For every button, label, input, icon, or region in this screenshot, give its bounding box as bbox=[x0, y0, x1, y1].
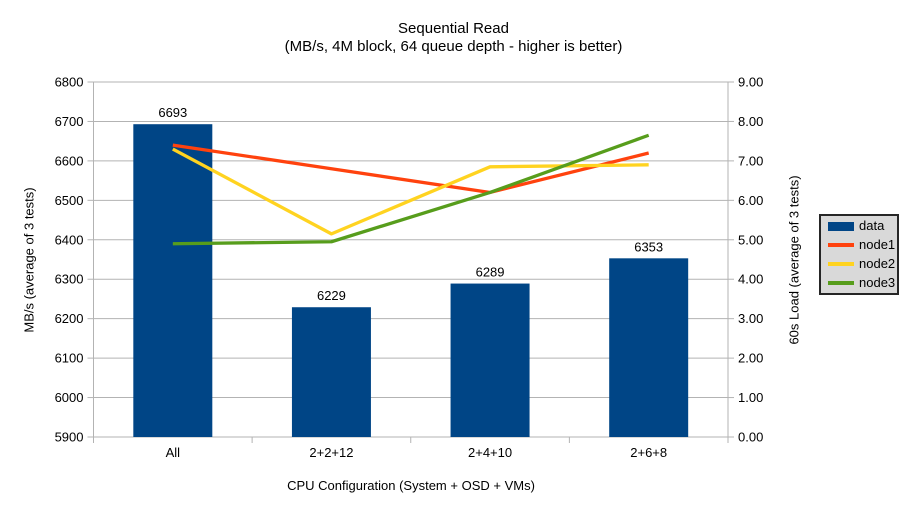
legend-label: node2 bbox=[859, 256, 896, 271]
legend-swatch-node2 bbox=[828, 262, 854, 266]
bar-value-label: 6229 bbox=[317, 288, 346, 303]
series-line-node3 bbox=[172, 133, 650, 246]
legend-item-node2: node2 bbox=[828, 257, 897, 271]
right-axis-tick-label: 5.00 bbox=[738, 232, 763, 247]
left-axis-tick-label: 6100 bbox=[55, 351, 84, 366]
bar-value-label: 6353 bbox=[634, 239, 663, 254]
right-axis-tick-label: 9.00 bbox=[738, 75, 763, 90]
legend-swatch-node1 bbox=[828, 243, 854, 247]
right-axis-tick-label: 4.00 bbox=[738, 272, 763, 287]
right-axis-tick-label: 7.00 bbox=[738, 153, 763, 168]
legend-swatch-node3 bbox=[828, 281, 854, 285]
category-label: 2+6+8 bbox=[630, 445, 667, 460]
legend-label: node3 bbox=[859, 275, 896, 290]
left-axis-tick-label: 6400 bbox=[55, 232, 84, 247]
legend-label: node1 bbox=[859, 237, 896, 252]
bar bbox=[609, 258, 689, 437]
chart-title: Sequential Read bbox=[398, 20, 509, 37]
bar-value-label: 6693 bbox=[158, 105, 187, 120]
series-line-node1 bbox=[172, 143, 650, 195]
chart-title-block: Sequential Read (MB/s, 4M block, 64 queu… bbox=[0, 20, 907, 56]
category-label: All bbox=[166, 445, 181, 460]
x-axis-title: CPU Configuration (System + OSD + VMs) bbox=[287, 478, 535, 493]
bar-value-label: 6289 bbox=[476, 265, 505, 280]
right-axis-tick-label: 8.00 bbox=[738, 114, 763, 129]
chart-subtitle: (MB/s, 4M block, 64 queue depth - higher… bbox=[284, 38, 623, 55]
left-axis-tick-label: 6700 bbox=[55, 114, 84, 129]
series-line-node2 bbox=[172, 147, 649, 236]
bar bbox=[291, 307, 371, 437]
right-axis-tick-label: 2.00 bbox=[738, 351, 763, 366]
category-label: 2+2+12 bbox=[309, 445, 353, 460]
category-label: 2+4+10 bbox=[468, 445, 512, 460]
legend-label: data bbox=[859, 218, 885, 233]
left-axis-tick-label: 6300 bbox=[55, 272, 84, 287]
left-axis-tick-label: 6200 bbox=[55, 311, 84, 326]
bar bbox=[133, 124, 213, 437]
right-axis-tick-label: 3.00 bbox=[738, 311, 763, 326]
legend-item-node1: node1 bbox=[828, 238, 897, 252]
left-axis-tick-label: 6600 bbox=[55, 153, 84, 168]
legend-item-node3: node3 bbox=[828, 276, 897, 290]
bar bbox=[450, 283, 530, 437]
left-axis-tick-label: 6500 bbox=[55, 193, 84, 208]
right-axis-tick-label: 1.00 bbox=[738, 390, 763, 405]
legend-item-data: data bbox=[828, 219, 897, 233]
right-axis-tick-label: 6.00 bbox=[738, 193, 763, 208]
left-axis-tick-label: 5900 bbox=[55, 430, 84, 445]
left-axis-tick-label: 6800 bbox=[55, 75, 84, 90]
legend: data node1 node2 node3 bbox=[819, 214, 899, 295]
right-axis-tick-label: 0.00 bbox=[738, 430, 763, 445]
left-axis-tick-label: 6000 bbox=[55, 390, 84, 405]
legend-swatch-data bbox=[828, 221, 854, 231]
